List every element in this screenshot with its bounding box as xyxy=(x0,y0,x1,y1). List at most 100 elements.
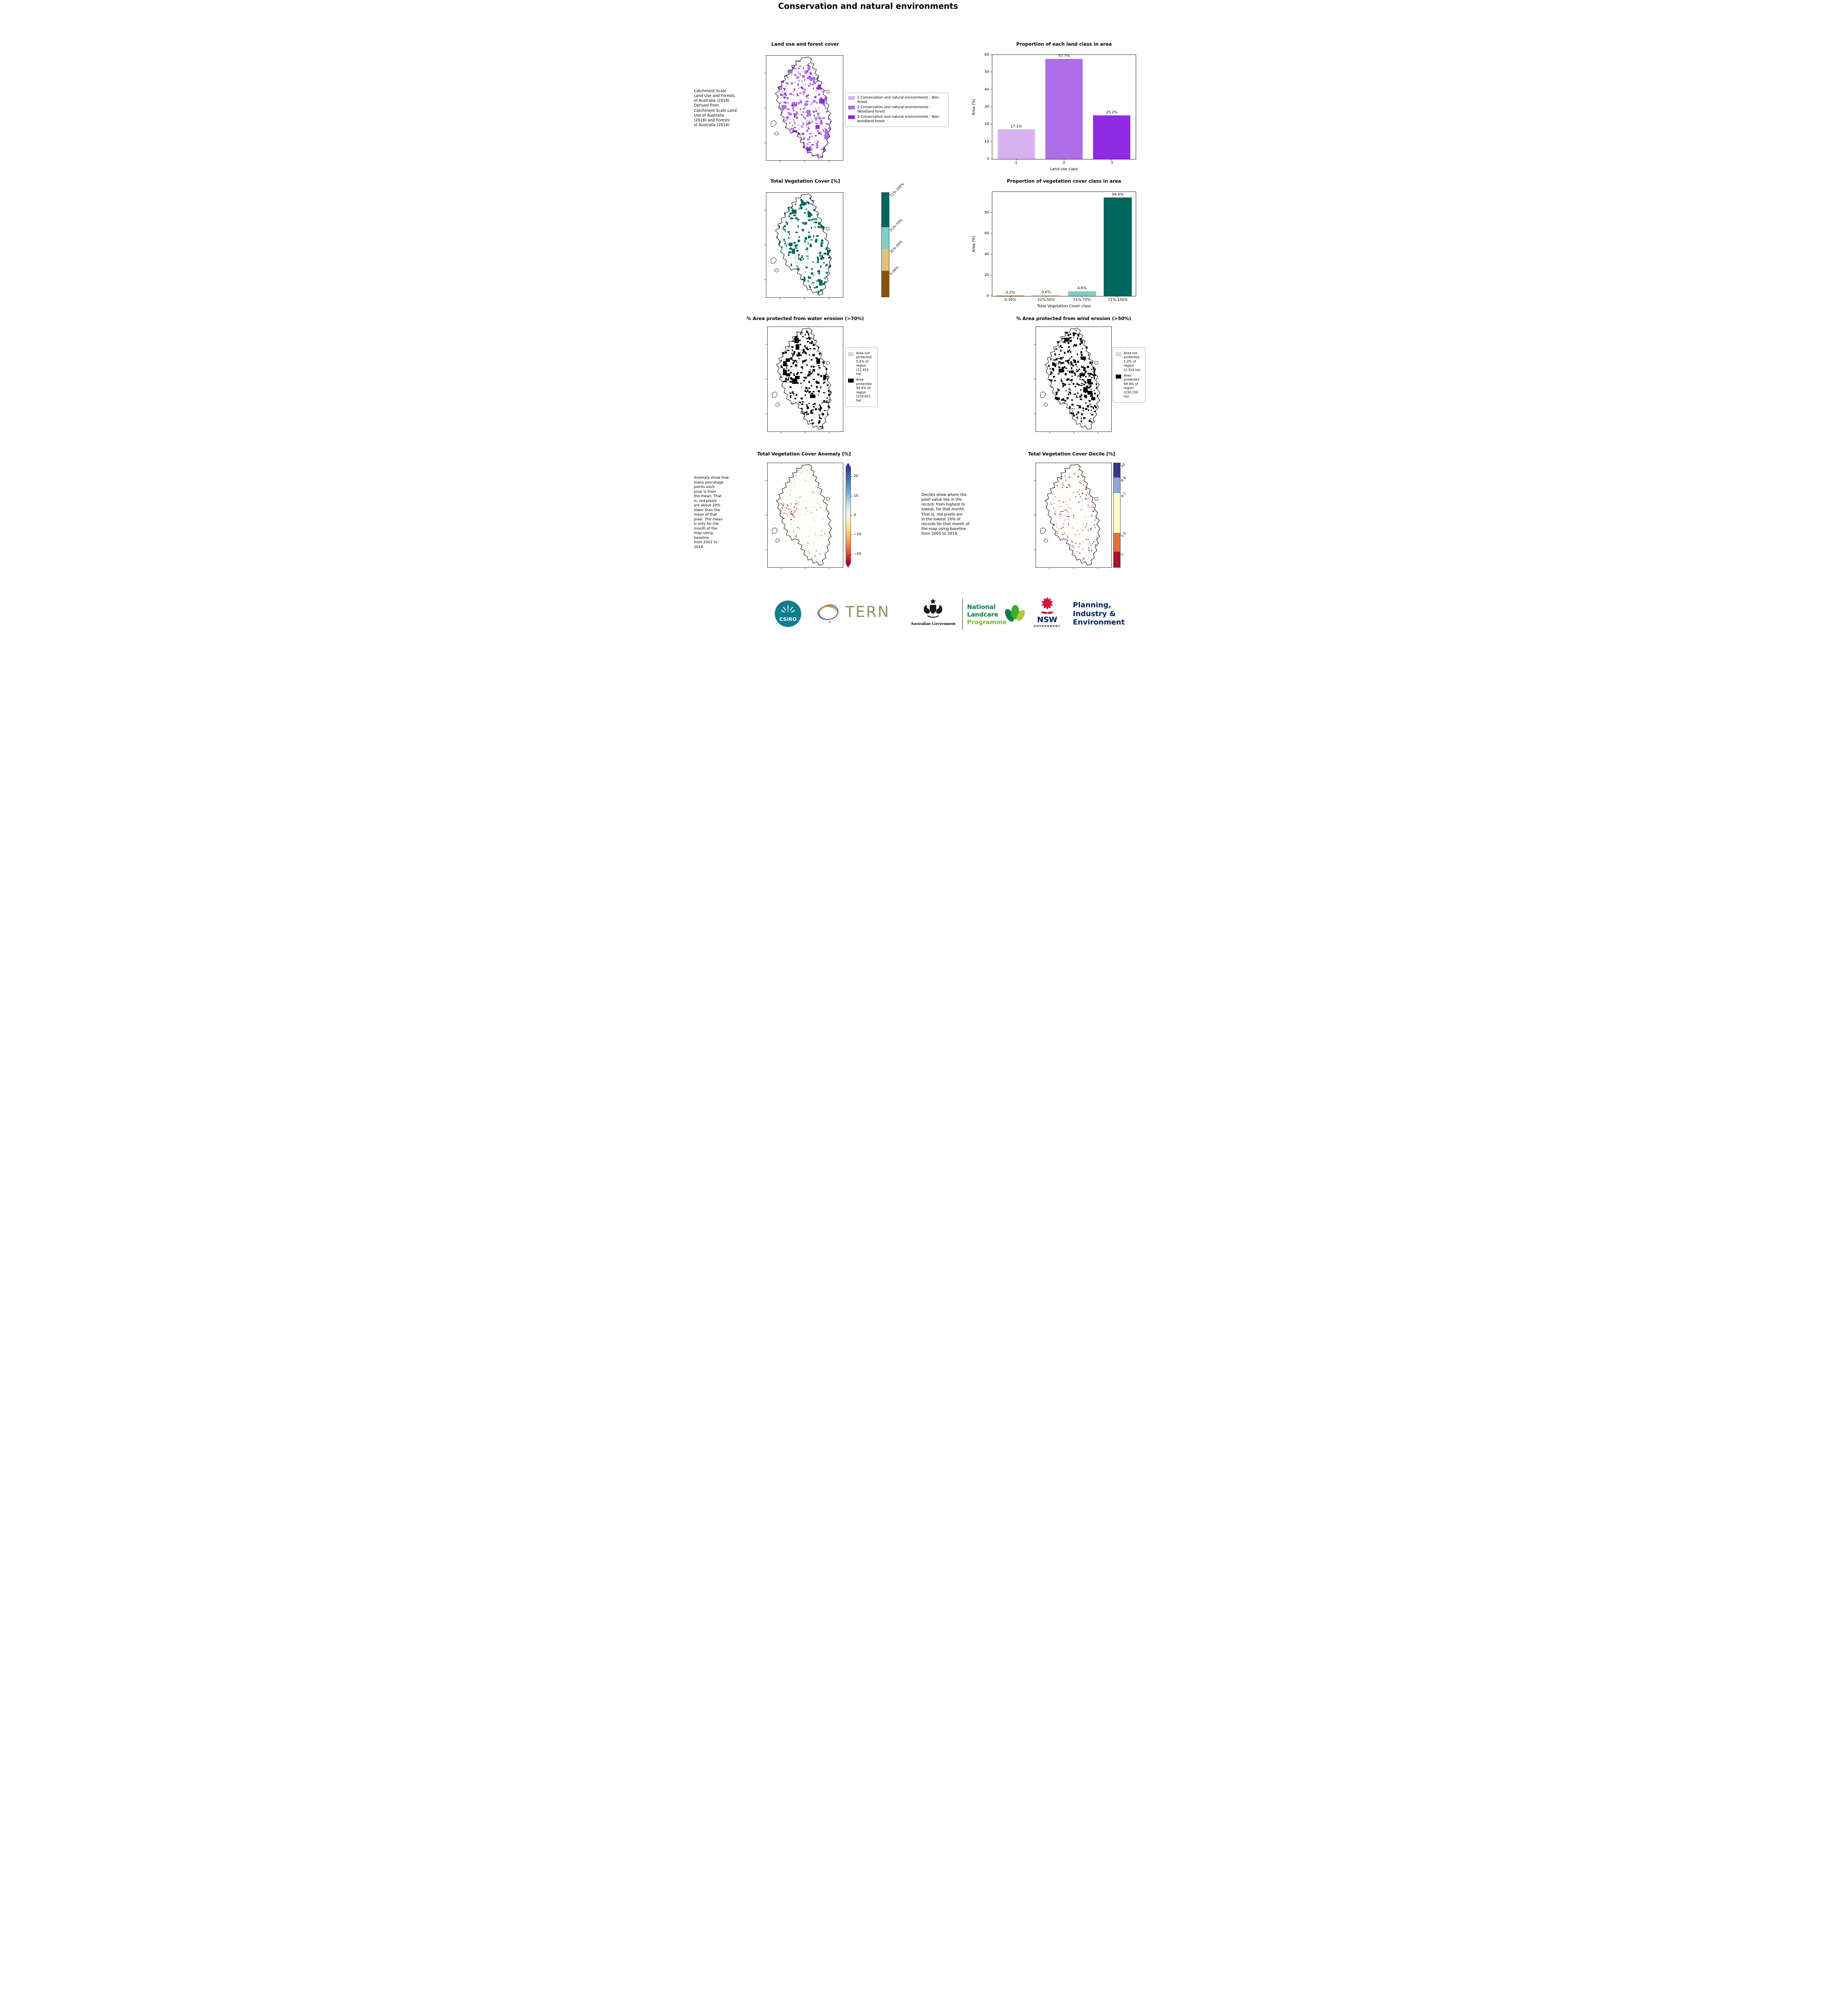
y-tick-label: 40 xyxy=(984,87,989,92)
legend-item-protected: Area protected 94.6% of region (219,921 … xyxy=(848,378,875,403)
anomaly-colorbar: 20 10 0 −10 −20 xyxy=(846,463,874,568)
bar-value-label: 0.2% xyxy=(1006,291,1015,295)
colorbar-tick-label: 20 xyxy=(854,474,859,479)
colorbar-segment xyxy=(882,227,889,249)
water-erosion-map xyxy=(766,326,843,433)
land-use-map xyxy=(764,55,843,162)
nsw-waratah-icon xyxy=(1041,597,1054,614)
x-tick-label: 31%-50% xyxy=(1037,298,1055,302)
y-tick-label: 80 xyxy=(984,211,989,215)
csiro-sunburst-icon xyxy=(781,605,795,613)
y-tick-label: 60 xyxy=(984,232,989,236)
plot-area: 0 10 20 30 40 50 60 17.1% 1 57.7% 2 25.2% 3 Land use … xyxy=(972,53,1136,171)
colorbar-label: 8-9 xyxy=(1120,476,1127,483)
national-landcare-wordmark: National Landcare Programme xyxy=(967,603,1006,626)
colorbar-tick-label: 10 xyxy=(854,494,859,498)
colorbar-segment xyxy=(882,270,889,297)
bar-31%-50% xyxy=(1032,295,1060,296)
colorbar-label: 1 xyxy=(1120,552,1125,557)
legend-swatch-class1 xyxy=(848,96,855,100)
legend-label-not-protected: Area not protected 5.4% of region (12,55… xyxy=(856,351,872,376)
colorbar-label: 51%-70% xyxy=(889,218,904,233)
y-tick-mark xyxy=(991,141,992,142)
y-tick-label: 40 xyxy=(984,252,989,256)
landcare-line-3: Programme xyxy=(967,619,1007,626)
landcare-line-2: Landcare xyxy=(967,611,998,618)
dpie-line-3: Environment xyxy=(1073,618,1125,627)
csiro-wordmark: CSIRO xyxy=(779,616,796,622)
colorbar-extend-up xyxy=(846,463,850,467)
colorbar-segment xyxy=(1114,493,1120,533)
colorbar-tick-label: −10 xyxy=(854,532,861,537)
legend-label-protected: Area protected 99.0% of region (230,150 … xyxy=(1124,373,1139,398)
plot-area: 0 20 40 60 80 0.2% 0-30% 0.6% 31%-50% 4.6% 51%-70%… xyxy=(972,191,1136,308)
bar-3 xyxy=(1093,115,1131,159)
legend-label-not-protected: Area not protected 1.0% of region (2,324… xyxy=(1124,351,1141,372)
legend-item-protected: Area protected 99.0% of region (230,150 … xyxy=(1116,374,1142,399)
colorbar-segment xyxy=(882,249,889,271)
y-axis-label: Area (%) xyxy=(971,236,976,252)
land-use-map-title: Land use and forest cover xyxy=(771,41,839,47)
bar-value-label: 0.6% xyxy=(1041,290,1051,295)
legend-item-not-protected: Area not protected 5.4% of region (12,55… xyxy=(848,351,875,376)
colorbar-tick-mark xyxy=(851,534,852,535)
veg-class-bar-chart: Proportion of vegetation cover class in … xyxy=(972,178,1139,310)
colorbar-extend-down xyxy=(846,564,850,568)
anomaly-map-title: Total Vegetation Cover Anomaly [%] xyxy=(757,451,851,457)
y-tick-label: 20 xyxy=(984,122,989,127)
legend-label-protected: Area protected 94.6% of region (219,921 … xyxy=(856,378,872,403)
x-axis-label: Total Vegetation Cover class xyxy=(1037,304,1091,308)
colorbar-label: 10 xyxy=(1120,462,1127,469)
colorbar-label: 71%-100% xyxy=(889,182,905,198)
australian-government-crest-icon xyxy=(924,598,942,618)
chart-title: Proportion of each land class in area xyxy=(1016,41,1112,47)
bar-1 xyxy=(998,129,1035,159)
chart-title: Proportion of vegetation cover class in … xyxy=(1007,178,1121,184)
colorbar-label: 0-30% xyxy=(889,266,900,276)
y-axis-label: Area (%) xyxy=(971,99,976,115)
colorbar-segment xyxy=(882,193,889,227)
legend-label-class3: 3 Conservation and natural environments … xyxy=(857,115,940,124)
y-tick-label: 30 xyxy=(984,105,989,109)
legend-swatch-not-protected xyxy=(848,352,854,356)
land-use-legend: 1 Conservation and natural environments … xyxy=(845,93,949,127)
x-axis-label: Land use class xyxy=(1050,167,1078,171)
bar-value-label: 25.2% xyxy=(1106,110,1118,115)
x-tick-label: 0-30% xyxy=(1004,298,1016,302)
x-tick-label: 2 xyxy=(1063,161,1065,165)
colorbar-label: 4-7 xyxy=(1120,492,1127,499)
y-tick-label: 50 xyxy=(984,70,989,75)
y-tick-label: 60 xyxy=(984,53,989,57)
legend-swatch-class2 xyxy=(848,106,855,110)
y-tick-mark xyxy=(991,233,992,234)
bar-value-label: 94.6% xyxy=(1112,193,1124,197)
legend-swatch-class3 xyxy=(848,115,855,119)
csiro-circle xyxy=(775,600,801,627)
colorbar-segment xyxy=(1114,463,1120,478)
bar-51%-70% xyxy=(1068,291,1096,296)
legend-swatch-protected xyxy=(1116,374,1121,379)
bar-value-label: 17.1% xyxy=(1010,124,1022,129)
colorbar-gradient xyxy=(846,467,851,564)
veg-cover-map-title: Total Vegetation Cover [%] xyxy=(770,178,840,184)
colorbar-tick-mark xyxy=(851,476,852,477)
report-page: Conservation and natural environments Ca… xyxy=(693,0,1155,640)
page-title: Conservation and natural environments xyxy=(778,1,958,11)
csiro-logo: CSIRO xyxy=(775,600,801,627)
nsw-wordmark: NSW xyxy=(1037,615,1058,624)
x-tick-label: 3 xyxy=(1110,161,1113,165)
y-tick-mark xyxy=(991,212,992,213)
chart-plot: 0 20 40 60 80 0.2% 0-30% 0.6% 31%-50% 4.6% 51%-70%… xyxy=(972,191,1136,308)
decile-map-title: Total Vegetation Cover Decile [%] xyxy=(1028,451,1115,457)
colorbar-label: 31%-50% xyxy=(889,240,904,254)
dpie-wordmark: Planning, Industry & Environment xyxy=(1073,601,1125,627)
y-tick-label: 10 xyxy=(984,139,989,144)
anomaly-note: Anomaly show how many percetage points e… xyxy=(694,476,729,549)
water-erosion-title: % Area protected from water erosion (>70… xyxy=(746,316,864,321)
bar-value-label: 4.6% xyxy=(1077,286,1087,291)
tern-wordmark: TERN xyxy=(845,603,890,621)
decile-note: Deciles show where the pixel value lies … xyxy=(921,493,969,536)
dpie-line-1: Planning, xyxy=(1073,601,1111,609)
legend-swatch-not-protected xyxy=(1116,352,1121,356)
legend-item-class2: 2 Conservation and natural environments … xyxy=(848,105,945,114)
